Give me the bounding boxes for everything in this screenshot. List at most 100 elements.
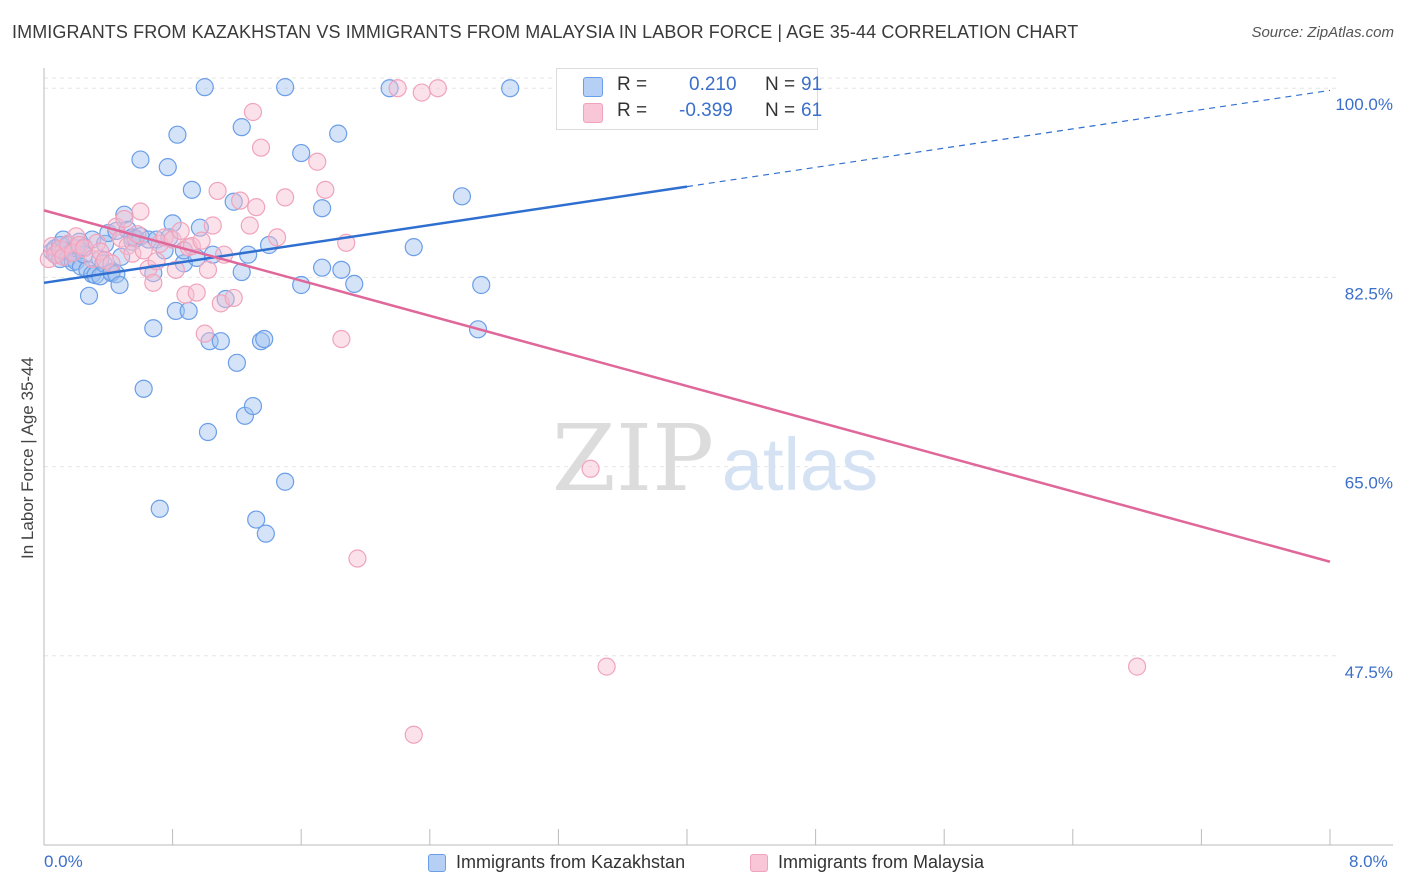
kazakhstan-point bbox=[472, 275, 491, 295]
y-tick-label: 47.5% bbox=[1345, 663, 1393, 682]
correlation-legend: R = 0.210 N = 91 R = -0.399 N = 61 bbox=[556, 68, 822, 130]
malaysia-point bbox=[316, 180, 335, 199]
kazakhstan-point bbox=[247, 510, 266, 529]
kazakhstan-point bbox=[329, 124, 348, 143]
malaysia-point bbox=[166, 260, 185, 279]
malaysia-point bbox=[187, 283, 206, 302]
kazakhstan-point bbox=[158, 158, 177, 177]
kazakhstan-point bbox=[255, 329, 274, 349]
malaysia-point bbox=[102, 254, 121, 273]
legend-item-malaysia: Immigrants from Malaysia bbox=[750, 852, 984, 873]
n-label: N = bbox=[765, 74, 796, 95]
malaysia-point bbox=[388, 79, 407, 98]
chart-title: IMMIGRANTS FROM KAZAKHSTAN VS IMMIGRANTS… bbox=[12, 22, 1079, 42]
trend-line-kazakhstan-extension bbox=[686, 89, 1331, 188]
malaysia-point bbox=[144, 273, 163, 292]
y-tick-label: 82.5% bbox=[1345, 284, 1393, 303]
x-tick-right: 8.0% bbox=[1349, 852, 1388, 871]
x-tick-left: 0.0% bbox=[44, 852, 83, 871]
kazakhstan-point bbox=[110, 275, 129, 295]
legend-swatch-kazakhstan bbox=[428, 853, 446, 872]
y-tick-label: 100.0% bbox=[1335, 95, 1393, 114]
malaysia-point bbox=[208, 181, 227, 201]
malaysia-point bbox=[412, 83, 431, 102]
n-value-malaysia: 61 bbox=[801, 100, 823, 121]
kazakhstan-point bbox=[276, 78, 295, 97]
kazakhstan-point bbox=[292, 143, 311, 163]
malaysia-point bbox=[240, 216, 259, 235]
kazakhstan-point bbox=[232, 118, 251, 137]
kazakhstan-point bbox=[312, 258, 332, 277]
kazakhstan-point bbox=[166, 301, 185, 321]
series-kazakhstan-points bbox=[42, 78, 520, 543]
kazakhstan-point bbox=[179, 301, 198, 321]
trend-line-kazakhstan bbox=[43, 185, 688, 285]
malaysia-point bbox=[308, 152, 327, 171]
source-label: Source: ZipAtlas.com bbox=[1251, 24, 1394, 41]
malaysia-point bbox=[203, 216, 222, 235]
r-value-malaysia: -0.399 bbox=[679, 100, 733, 121]
kazakhstan-point bbox=[312, 199, 332, 218]
kazakhstan-point bbox=[224, 192, 243, 211]
malaysia-point bbox=[348, 549, 367, 568]
legend-swatch-malaysia bbox=[750, 853, 768, 872]
kazakhstan-point bbox=[256, 524, 275, 543]
kazakhstan-point bbox=[332, 260, 351, 279]
watermark-atlas: atlas bbox=[722, 423, 878, 506]
malaysia-point bbox=[231, 191, 250, 210]
kazakhstan-point bbox=[198, 422, 218, 442]
malaysia-point bbox=[224, 288, 243, 308]
malaysia-point bbox=[276, 188, 295, 207]
malaysia-point bbox=[267, 228, 287, 247]
malaysia-point bbox=[198, 260, 218, 279]
kazakhstan-point bbox=[404, 238, 423, 257]
malaysia-point bbox=[251, 138, 271, 157]
kazakhstan-point bbox=[144, 319, 163, 338]
trend-line-malaysia bbox=[43, 209, 1331, 563]
r-label: R = bbox=[617, 100, 648, 121]
malaysia-point bbox=[195, 324, 214, 343]
kazakhstan-point bbox=[452, 187, 472, 206]
kazakhstan-point bbox=[276, 472, 295, 491]
legend-item-kazakhstan: Immigrants from Kazakhstan bbox=[428, 852, 685, 873]
n-label: N = bbox=[765, 100, 796, 121]
kazakhstan-point bbox=[211, 332, 230, 351]
malaysia-point bbox=[243, 102, 263, 122]
malaysia-point bbox=[134, 241, 153, 260]
kazakhstan-point bbox=[150, 499, 169, 518]
malaysia-point bbox=[428, 79, 447, 98]
trend-lines bbox=[43, 89, 1331, 563]
malaysia-point bbox=[1127, 657, 1147, 676]
kazakhstan-point bbox=[195, 78, 214, 97]
malaysia-point bbox=[581, 459, 600, 478]
kazakhstan-swatch bbox=[583, 77, 603, 97]
r-value-kazakhstan: 0.210 bbox=[689, 74, 737, 95]
malaysia-point bbox=[192, 231, 211, 250]
n-value-kazakhstan: 91 bbox=[801, 74, 823, 95]
watermark-zip: ZIP bbox=[552, 405, 714, 512]
kazakhstan-point bbox=[239, 245, 258, 264]
legend-label-malaysia: Immigrants from Malaysia bbox=[778, 852, 985, 872]
kazakhstan-point bbox=[168, 125, 187, 144]
kazakhstan-point bbox=[501, 79, 520, 98]
kazakhstan-point bbox=[345, 274, 364, 293]
malaysia-point bbox=[332, 329, 351, 349]
malaysia-point bbox=[115, 209, 134, 229]
r-label: R = bbox=[617, 74, 648, 95]
kazakhstan-point bbox=[182, 180, 201, 199]
kazakhstan-point bbox=[131, 150, 150, 169]
malaysia-point bbox=[404, 725, 423, 744]
legend-label-kazakhstan: Immigrants from Kazakhstan bbox=[456, 852, 686, 872]
malaysia-swatch bbox=[583, 103, 603, 123]
malaysia-point bbox=[176, 285, 195, 304]
y-tick-labels: 100.0% 82.5% 65.0% 47.5% bbox=[1335, 95, 1393, 682]
y-tick-label: 65.0% bbox=[1345, 474, 1393, 493]
kazakhstan-point bbox=[134, 379, 153, 398]
malaysia-point bbox=[171, 221, 190, 241]
malaysia-point bbox=[131, 202, 150, 221]
malaysia-point bbox=[247, 198, 266, 217]
kazakhstan-point bbox=[251, 332, 271, 351]
bottom-legend: Immigrants from Kazakhstan Immigrants fr… bbox=[0, 852, 1406, 878]
malaysia-point bbox=[123, 244, 142, 263]
